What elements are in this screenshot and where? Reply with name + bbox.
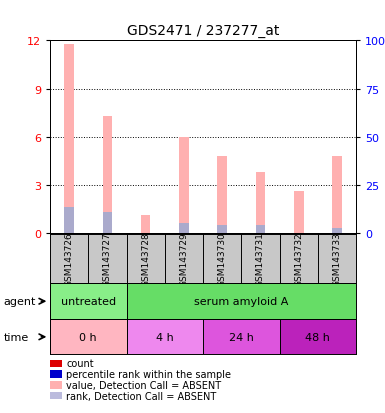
Text: percentile rank within the sample: percentile rank within the sample bbox=[66, 369, 231, 379]
Bar bbox=[256, 173, 265, 233]
Bar bbox=[203, 320, 280, 354]
Text: untreated: untreated bbox=[61, 296, 116, 306]
Text: value, Detection Call = ABSENT: value, Detection Call = ABSENT bbox=[66, 380, 221, 390]
Text: agent: agent bbox=[4, 297, 36, 306]
Bar bbox=[179, 224, 189, 233]
Text: 0 h: 0 h bbox=[79, 332, 97, 342]
Bar bbox=[103, 116, 112, 233]
Bar bbox=[64, 45, 74, 233]
Bar bbox=[294, 192, 303, 233]
Bar bbox=[127, 320, 203, 354]
Bar bbox=[127, 284, 356, 319]
Text: count: count bbox=[66, 358, 94, 368]
Text: GSM143732: GSM143732 bbox=[294, 231, 303, 286]
Bar bbox=[103, 213, 112, 233]
Text: 4 h: 4 h bbox=[156, 332, 174, 342]
Text: GSM143727: GSM143727 bbox=[103, 231, 112, 286]
Text: 48 h: 48 h bbox=[305, 332, 330, 342]
Bar bbox=[50, 284, 127, 319]
Text: GSM143731: GSM143731 bbox=[256, 231, 265, 286]
Bar bbox=[280, 320, 356, 354]
Bar bbox=[332, 228, 342, 233]
Text: GSM143726: GSM143726 bbox=[65, 231, 74, 286]
Text: rank, Detection Call = ABSENT: rank, Detection Call = ABSENT bbox=[66, 391, 216, 401]
Text: GSM143733: GSM143733 bbox=[333, 231, 341, 286]
Bar bbox=[256, 225, 265, 233]
Bar bbox=[218, 225, 227, 233]
Text: GSM143730: GSM143730 bbox=[218, 231, 227, 286]
Text: serum amyloid A: serum amyloid A bbox=[194, 296, 288, 306]
Title: GDS2471 / 237277_at: GDS2471 / 237277_at bbox=[127, 24, 279, 38]
Bar bbox=[141, 216, 151, 233]
Bar bbox=[218, 157, 227, 233]
Bar bbox=[64, 208, 74, 233]
Text: 24 h: 24 h bbox=[229, 332, 254, 342]
Text: GSM143728: GSM143728 bbox=[141, 231, 150, 286]
Text: GSM143729: GSM143729 bbox=[179, 231, 189, 286]
Bar bbox=[332, 157, 342, 233]
Text: time: time bbox=[4, 332, 29, 342]
Bar bbox=[50, 320, 127, 354]
Bar bbox=[179, 137, 189, 233]
